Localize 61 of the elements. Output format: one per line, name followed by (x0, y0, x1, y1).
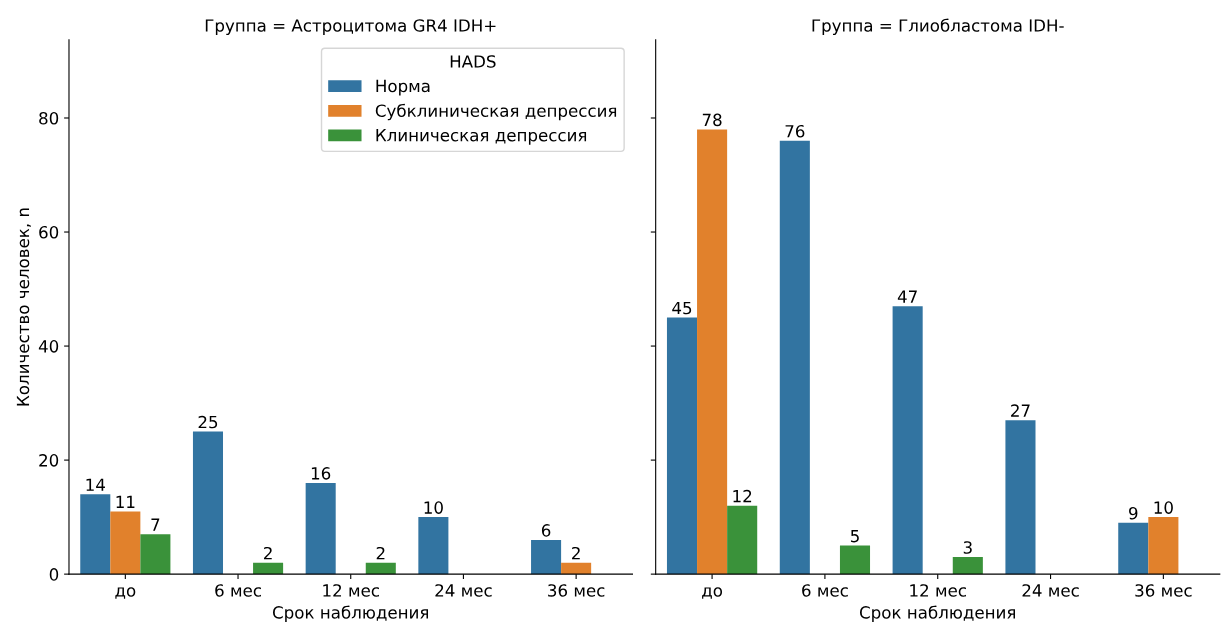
bar (140, 534, 171, 575)
x-tick-label: 6 мес (215, 584, 261, 597)
x-axis-title: Срок наблюдения (272, 605, 428, 622)
y-axis-title: Количество человек, n (16, 208, 31, 406)
x-tick-label: 36 мес (548, 584, 605, 597)
bar (779, 140, 810, 575)
data-label: 11 (116, 495, 135, 508)
y-tick-label: 80 (39, 111, 59, 125)
data-label: 14 (86, 478, 105, 491)
bar (192, 431, 224, 575)
data-label: 6 (541, 524, 551, 537)
chart-title: Группа = Глиобластома IDH- (812, 18, 1064, 36)
data-label: 27 (1011, 404, 1030, 417)
bar (697, 129, 728, 575)
data-label: 2 (376, 546, 385, 560)
bar (531, 539, 562, 575)
data-label: 47 (897, 290, 917, 303)
data-label: 12 (733, 489, 752, 503)
x-tick-label: 36 мес (1135, 584, 1192, 597)
x-tick-label: 12 мес (910, 584, 966, 597)
data-label: 9 (1129, 506, 1138, 520)
x-tick-label: до (115, 587, 136, 599)
x-tick-label: 6 мес (802, 584, 848, 597)
bar (418, 517, 449, 575)
x-tick-label: 24 мес (435, 584, 492, 597)
data-label: 78 (702, 113, 722, 127)
x-axis-title: Срок наблюдения (859, 605, 1015, 622)
bar (1148, 517, 1179, 575)
data-label: 76 (785, 124, 805, 138)
bar (952, 557, 983, 575)
data-label: 2 (264, 546, 272, 560)
data-label: 10 (1154, 501, 1173, 514)
x-tick-label: 12 мес (323, 584, 379, 597)
bar (727, 505, 758, 575)
y-tick-label: 0 (49, 568, 59, 581)
x-tick-label: до (702, 587, 723, 599)
bar (110, 511, 141, 575)
legend-label: Субклиническая депрессия (375, 103, 617, 121)
legend-title: HADS (450, 55, 496, 68)
data-label: 25 (198, 415, 218, 429)
data-label: 16 (311, 467, 331, 480)
data-label: 3 (963, 541, 972, 554)
x-tick-label: 24 мес (1022, 584, 1079, 597)
data-label: 2 (572, 546, 580, 560)
chart-title: Группа = Астроцитома GR4 IDH+ (205, 19, 496, 36)
bar (80, 494, 111, 575)
data-label: 7 (151, 518, 160, 531)
y-tick-label: 60 (39, 225, 59, 239)
bar (666, 317, 698, 575)
bar (1005, 420, 1036, 575)
legend-label: Норма (376, 79, 430, 96)
bar (1118, 522, 1149, 575)
y-tick-label: 40 (38, 340, 59, 353)
data-label: 10 (424, 501, 443, 514)
legend-label: Клиническая депрессия (376, 129, 587, 145)
bar (839, 545, 871, 575)
bar (305, 482, 336, 575)
y-tick-label: 20 (39, 454, 59, 467)
bar (892, 306, 923, 575)
data-label: 45 (672, 301, 692, 315)
data-label: 5 (850, 530, 859, 543)
